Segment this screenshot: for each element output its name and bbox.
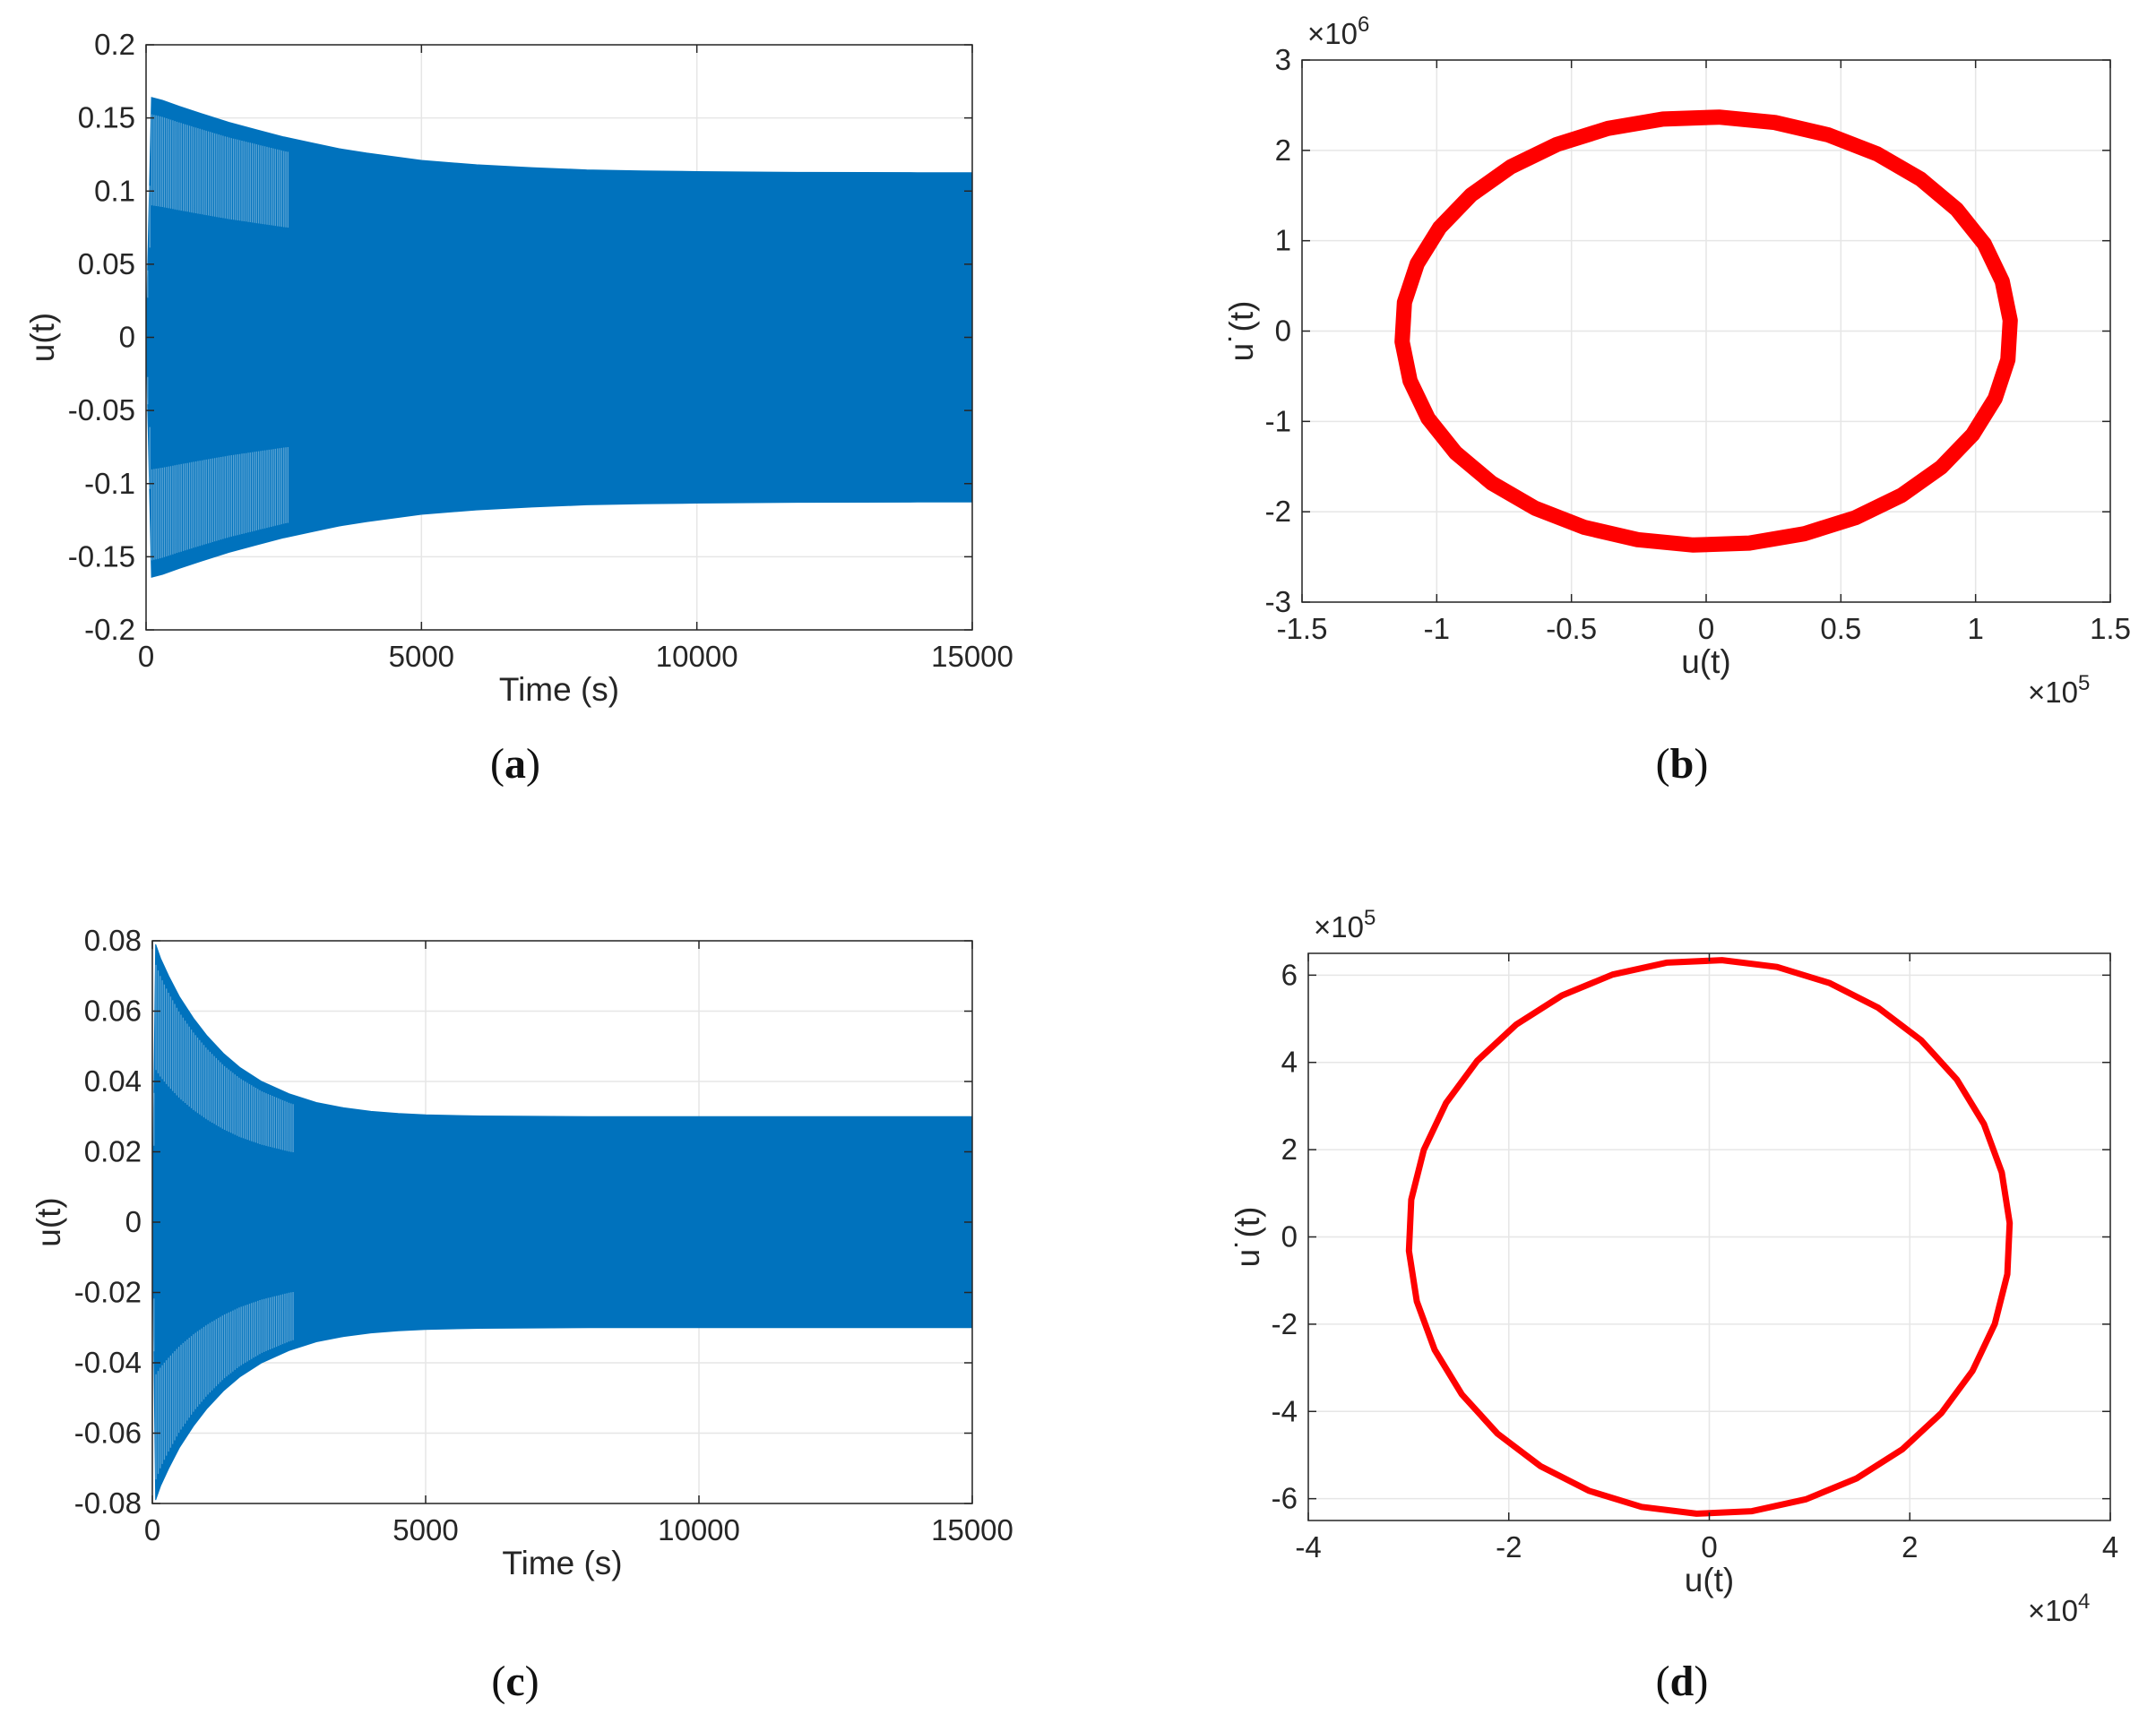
x-tick-label: 15000 <box>931 1513 1013 1546</box>
y-tick-label: 2 <box>1281 1133 1298 1166</box>
x-exponent-value: 5 <box>2078 671 2090 695</box>
y-tick-label: -2 <box>1272 1307 1298 1340</box>
signal-oscillation <box>153 964 294 1480</box>
x-tick-label: 4 <box>2102 1530 2118 1564</box>
chart-c: 0 5000 10000 15000 -0.08 -0.06 -0.04 -0.02 0 0.02… <box>30 924 1013 1705</box>
x-tick-label: 10000 <box>658 1513 740 1546</box>
chart-a: 0 5000 10000 15000 -0.2 -0.15 -0.1 -0.05 0 0.05 0.… <box>24 28 1013 788</box>
y-exponent-value: 6 <box>1358 13 1369 37</box>
panel-caption: (b) <box>1656 740 1709 788</box>
y-tick-label: 6 <box>1281 958 1298 991</box>
y-axis-label: u(t) <box>30 1197 67 1247</box>
y-tick-label: 0.06 <box>84 995 142 1028</box>
x-tick-label: 5000 <box>389 640 454 673</box>
y-tick-label: -1 <box>1265 404 1291 437</box>
x-tick-label: 10000 <box>656 640 738 673</box>
chart-d: -4 -2 0 2 4 -6 -4 -2 0 2 4 6 u(t) u˙(t) ×105 ×104 (d) <box>1229 906 2118 1705</box>
y-axis-label: u˙(t) <box>1229 1207 1266 1268</box>
x-tick-label: -1 <box>1424 612 1450 645</box>
x-tick-label: 1 <box>1967 612 1983 645</box>
y-exponent-label: ×106 <box>1307 13 1369 50</box>
caption-paren: ( <box>1656 1658 1670 1705</box>
signal-band <box>145 97 973 578</box>
x-tick-label: 2 <box>1902 1530 1918 1564</box>
y-tick-label: 0 <box>119 321 135 354</box>
phase-orbit <box>1405 957 2014 1517</box>
y-tick-label: 0.15 <box>78 101 135 134</box>
panel-caption: (c) <box>491 1658 539 1705</box>
y-tick-label: 0.05 <box>78 247 135 280</box>
x-axis-label: u(t) <box>1685 1562 1735 1598</box>
x-axis-label: u(t) <box>1681 643 1731 680</box>
y-tick-label: 0 <box>125 1205 142 1238</box>
x-tick-label: 0 <box>138 640 154 673</box>
signal-oscillation <box>147 114 289 561</box>
x-tick-label: -1.5 <box>1277 612 1328 645</box>
y-tick-label: -2 <box>1265 495 1291 528</box>
phase-orbit <box>1394 109 2018 553</box>
x-tick-label: 1.5 <box>2090 612 2131 645</box>
x-tick-label: 5000 <box>392 1513 458 1546</box>
panel-caption: (d) <box>1656 1658 1709 1705</box>
caption-paren: ( <box>1656 740 1670 788</box>
x-exponent-label: ×105 <box>2028 671 2090 709</box>
y-tick-label: 4 <box>1281 1046 1298 1079</box>
signal-band <box>151 943 973 1501</box>
x-tick-label: 0 <box>144 1513 160 1546</box>
y-tick-label: 0.1 <box>94 174 135 207</box>
y-tick-label: -0.2 <box>84 613 135 646</box>
y-tick-label: -0.1 <box>84 467 135 500</box>
y-exponent-label: ×105 <box>1314 906 1376 943</box>
caption-paren: ) <box>1694 1658 1708 1705</box>
y-tick-label: 2 <box>1275 134 1291 167</box>
y-tick-label: -0.04 <box>74 1346 142 1379</box>
y-tick-label: 0.2 <box>94 28 135 61</box>
caption-paren: ) <box>1694 740 1708 788</box>
y-exponent-value: 5 <box>1364 906 1376 930</box>
y-tick-label: 0.08 <box>84 924 142 957</box>
y-tick-label: 3 <box>1275 43 1291 76</box>
x-tick-label: 0 <box>1698 612 1714 645</box>
caption-letter: d <box>1670 1658 1695 1705</box>
y-axis-label: u˙(t) <box>1223 301 1260 362</box>
caption-letter: a <box>505 740 526 788</box>
x-exponent-label: ×104 <box>2028 1589 2090 1627</box>
caption-paren: ) <box>525 1658 539 1705</box>
x-tick-label: 0.5 <box>1820 612 1861 645</box>
chart-b: -1.5 -1 -0.5 0 0.5 1 1.5 -3 -2 -1 0 1 2 3 u(t) u˙(t) ×10… <box>1223 13 2131 788</box>
y-tick-label: -0.08 <box>74 1486 142 1520</box>
x-exponent-value: 4 <box>2078 1589 2090 1614</box>
x-tick-label: -2 <box>1496 1530 1522 1564</box>
x-tick-label: 0 <box>1701 1530 1717 1564</box>
caption-paren: ) <box>526 740 540 788</box>
y-tick-label: -0.02 <box>74 1276 142 1309</box>
caption-letter: c <box>505 1658 524 1705</box>
y-tick-label: 0 <box>1281 1220 1298 1253</box>
y-tick-label: 0.02 <box>84 1135 142 1168</box>
x-tick-label: -0.5 <box>1546 612 1597 645</box>
x-axis-label: Time (s) <box>499 671 619 708</box>
y-tick-label: -0.15 <box>68 539 135 573</box>
y-tick-label: -0.05 <box>68 393 135 426</box>
caption-letter: b <box>1670 740 1695 788</box>
y-tick-label: -6 <box>1272 1482 1298 1515</box>
y-tick-label: 0 <box>1275 314 1291 348</box>
y-tick-label: -4 <box>1272 1394 1298 1427</box>
caption-paren: ( <box>491 1658 505 1705</box>
y-axis-label: u(t) <box>24 313 61 363</box>
y-tick-label: 1 <box>1275 224 1291 257</box>
x-axis-label: Time (s) <box>502 1545 622 1581</box>
y-tick-label: -0.06 <box>74 1417 142 1450</box>
panel-caption: (a) <box>490 740 540 788</box>
y-tick-label: 0.04 <box>84 1064 142 1098</box>
x-tick-label: -4 <box>1295 1530 1321 1564</box>
y-tick-label: -3 <box>1265 585 1291 618</box>
caption-paren: ( <box>490 740 505 788</box>
x-tick-label: 15000 <box>931 640 1013 673</box>
